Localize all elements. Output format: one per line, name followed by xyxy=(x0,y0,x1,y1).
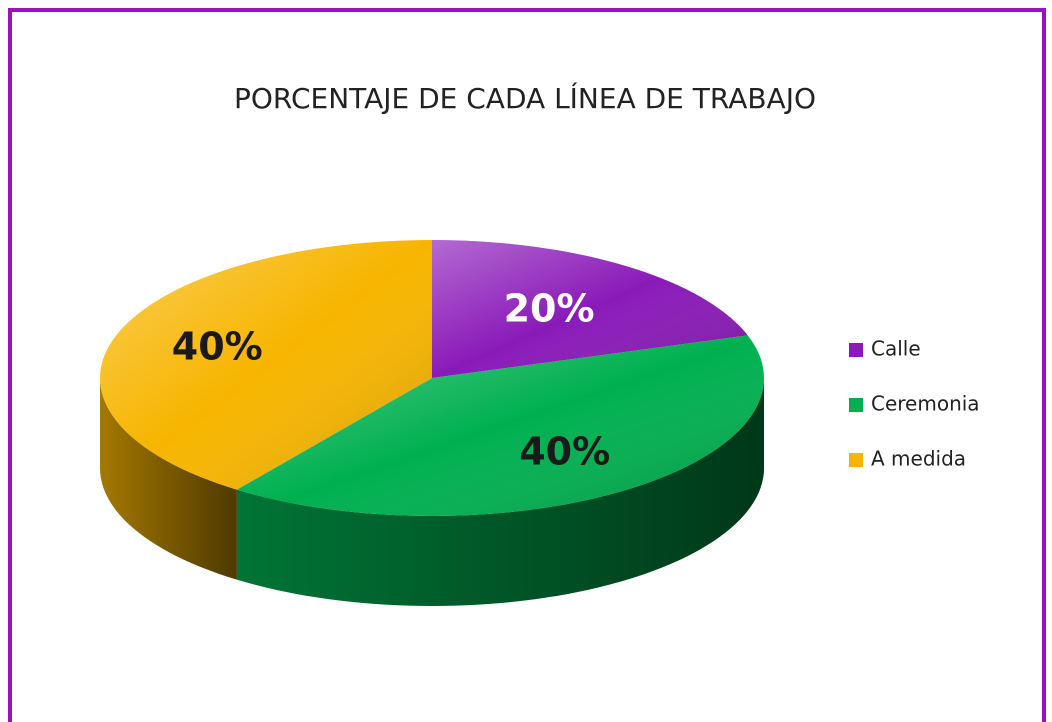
legend-label: A medida xyxy=(871,447,966,471)
data-label: 40% xyxy=(519,429,610,473)
legend-swatch xyxy=(849,343,863,357)
slice-shine xyxy=(100,240,432,490)
side-shade xyxy=(236,378,765,606)
frame xyxy=(8,8,1046,722)
legend-label: Calle xyxy=(871,337,921,361)
data-label: 20% xyxy=(504,287,595,331)
labels: 20% 40% 40% xyxy=(172,287,610,474)
legend-swatch xyxy=(849,398,863,412)
side-shade xyxy=(100,378,237,580)
slice-shine xyxy=(236,335,765,516)
chart-title: PORCENTAJE DE CADA LÍNEA DE TRABAJO xyxy=(234,81,816,115)
legend: Calle Ceremonia A medida xyxy=(849,337,980,471)
pie xyxy=(100,240,765,606)
legend-label: Ceremonia xyxy=(871,392,980,416)
data-label: 40% xyxy=(172,325,263,369)
legend-swatch xyxy=(849,453,863,467)
slice-shine xyxy=(432,240,748,378)
